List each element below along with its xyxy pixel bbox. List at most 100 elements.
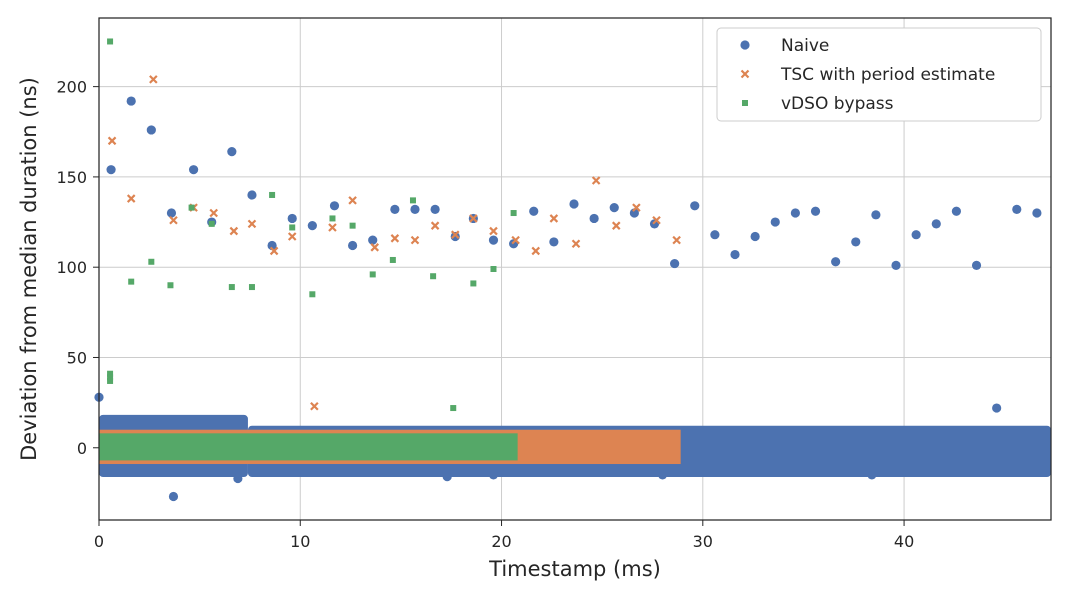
ticks: 0 10 20 30 40 0 50 100 150 200 <box>56 78 914 551</box>
y-tick-label: 200 <box>56 78 87 97</box>
naive-point <box>166 208 177 218</box>
vdso-bypass-point <box>248 284 255 291</box>
naive-point <box>589 213 599 224</box>
tsc-with-period-estimate-point <box>328 223 337 232</box>
legend: Naive TSC with period estimate vDSO bypass <box>716 27 1042 122</box>
tsc-with-period-estimate-point <box>489 226 498 236</box>
tsc-with-period-estimate-point <box>348 196 357 205</box>
vdso-bypass-point <box>128 278 135 285</box>
naive-legend-marker <box>740 40 750 50</box>
tsc-with-period-estimate-point <box>591 176 601 185</box>
vdso-bypass-point <box>107 377 114 384</box>
x-tick-label: 10 <box>290 532 310 551</box>
naive-point <box>629 208 639 218</box>
vdso-bypass-point <box>148 258 155 265</box>
naive-point <box>442 472 452 482</box>
legend-label-naive: Naive <box>781 36 829 56</box>
vdso-bypass-point <box>107 38 114 45</box>
vdso-bypass-point <box>470 280 477 287</box>
naive-point <box>867 470 877 480</box>
tsc-with-period-estimate-point <box>169 215 178 225</box>
naive-point <box>529 206 539 216</box>
tsc-with-period-estimate-point <box>469 214 478 223</box>
vdso-bypass-point <box>309 291 316 298</box>
tsc-with-period-estimate-point <box>652 215 661 225</box>
tsc-with-period-estimate-point <box>269 246 279 256</box>
naive-point <box>951 206 962 216</box>
data-points <box>94 38 1042 502</box>
naive-point <box>307 221 317 231</box>
naive-point <box>233 473 243 484</box>
naive-point <box>450 231 460 242</box>
naive-point <box>992 403 1002 413</box>
vdso-bypass-point <box>369 271 376 278</box>
vdso-bypass-point <box>409 197 416 204</box>
naive-point <box>657 470 668 480</box>
vdso-bypass-point <box>188 204 195 211</box>
x-tick-label: 20 <box>491 532 511 551</box>
naive-point <box>1032 208 1042 218</box>
tsc-with-period-estimate-point <box>310 401 319 411</box>
vdso-bypass-point <box>208 220 215 227</box>
naive-point <box>911 230 921 240</box>
tsc-with-period-estimate-point <box>107 136 117 146</box>
tsc-with-period-estimate-point <box>287 232 297 241</box>
naive-point <box>810 206 821 216</box>
tsc-with-period-estimate-point <box>149 75 158 84</box>
naive-point <box>851 237 861 247</box>
naive-point <box>730 249 740 260</box>
naive-point <box>891 260 901 270</box>
naive-point <box>390 204 400 215</box>
naive-point <box>750 231 760 242</box>
vdso-bypass-point <box>329 215 336 222</box>
naive-point <box>831 257 841 267</box>
tsc-with-period-estimate-point <box>531 246 541 256</box>
naive-point <box>971 260 982 270</box>
tsc-with-period-estimate-point <box>450 230 460 239</box>
tsc-with-period-estimate-point <box>511 235 520 245</box>
vdso-bypass-point <box>167 282 174 289</box>
tsc-with-period-estimate-point <box>430 221 440 230</box>
naive-point <box>287 213 297 224</box>
tsc-with-period-estimate-point <box>126 194 136 203</box>
x-tick-label: 40 <box>894 532 914 551</box>
naive-point <box>488 470 499 480</box>
naive-point <box>609 203 619 213</box>
y-tick-label: 50 <box>67 348 87 367</box>
tsc-with-period-estimate-point <box>247 219 257 229</box>
vdso-bypass-point <box>107 370 114 377</box>
y-axis-label: Deviation from median duration (ns) <box>17 77 41 461</box>
y-tick-label: 150 <box>56 168 87 187</box>
naive-point <box>126 96 136 106</box>
naive-point <box>488 235 499 245</box>
vdso-bypass-point <box>289 224 296 231</box>
x-tick-label: 30 <box>693 532 713 551</box>
legend-box <box>716 27 1042 122</box>
plot-frame <box>98 17 1052 521</box>
tsc-with-period-estimate-point <box>370 243 380 252</box>
x-axis-label: Timestamp (ms) <box>488 557 661 581</box>
naive-point <box>247 190 257 200</box>
legend-label-tsc-with-period-estimate: TSC with period estimate <box>780 65 995 85</box>
naive-point <box>670 258 680 269</box>
naive-point <box>267 240 277 251</box>
tsc-with-period-estimate-legend-marker <box>740 69 750 79</box>
tsc-with-period-estimate-point <box>209 208 219 218</box>
naive-point <box>368 235 378 245</box>
naive-point <box>790 208 800 218</box>
vdso-bypass-point <box>510 210 517 217</box>
naive-point <box>106 165 116 175</box>
tsc-with-period-estimate-point <box>571 239 581 248</box>
vdso-bypass-point <box>450 405 457 412</box>
tsc-with-period-estimate-point <box>611 221 621 230</box>
naive-point <box>329 201 340 211</box>
naive-point <box>410 204 420 215</box>
naive-point <box>168 491 179 502</box>
vdso-bypass-point <box>349 222 356 229</box>
naive-point <box>430 204 440 215</box>
naive-point <box>569 199 579 209</box>
vdso-bypass-legend-marker <box>742 100 748 106</box>
y-tick-label: 0 <box>77 439 87 458</box>
vdso-bypass-point <box>107 374 114 381</box>
naive-point <box>188 165 199 175</box>
